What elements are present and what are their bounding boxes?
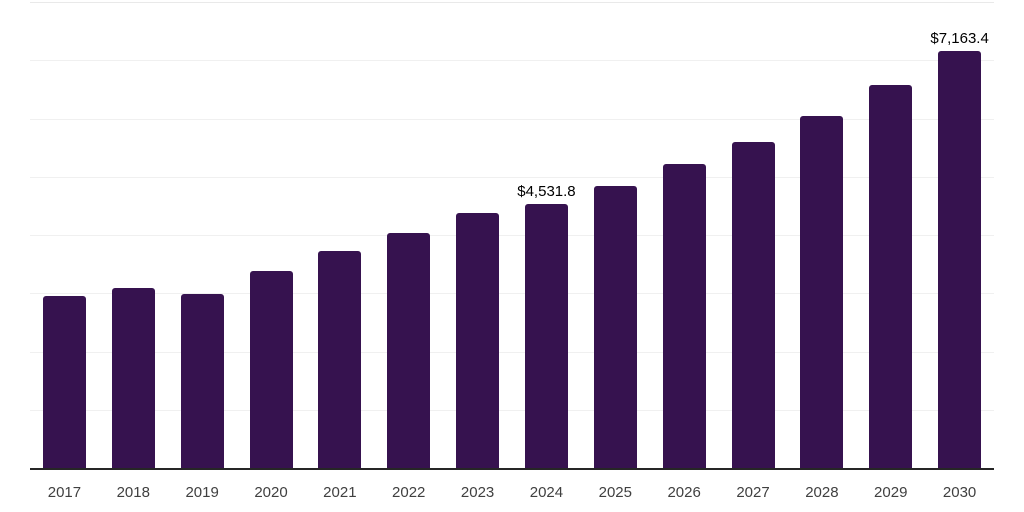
bar-group-2030: $7,163.4 [925,2,994,468]
x-tick-2023: 2023 [460,484,495,501]
x-tick-2028: 2028 [805,484,839,501]
bar-group-2029 [856,2,925,468]
bar-group-2027 [719,2,788,468]
bar-group-2028 [787,2,856,468]
gridline [30,60,994,62]
bar-group-2018 [99,2,168,468]
bar-2024 [524,204,568,468]
bar-2018 [111,288,155,468]
x-tick-2027: 2027 [736,484,770,501]
bar-group-2024: $4,531.8 [512,2,581,468]
bar-group-2025 [581,2,650,468]
gridline [30,351,994,353]
gridline [30,409,994,411]
bar-group-2017 [30,2,99,468]
bar-2028 [800,115,844,468]
data-label-2030: $7,163.4 [930,29,989,47]
gridline [30,176,994,178]
bar-2020 [249,271,293,468]
bar-group-2026 [650,2,719,468]
x-axis-line [30,468,994,470]
x-tick-2018: 2018 [116,484,150,501]
bar-2027 [731,141,775,468]
bar-2026 [662,164,706,468]
x-tick-2025: 2025 [598,484,632,501]
bar-2030 [938,50,982,468]
x-tick-2017: 2017 [47,484,82,501]
x-tick-2029: 2029 [874,484,908,501]
plot-area: $4,531.8 $7,163.4 [30,2,994,470]
x-tick-2020: 2020 [254,484,288,501]
gridline [30,2,994,3]
x-tick-2024: 2024 [529,484,564,501]
gridline [30,235,994,236]
bar-2023 [456,213,500,468]
bar-2022 [387,232,431,468]
data-label-2024: $4,531.8 [517,183,576,201]
x-tick-2026: 2026 [667,484,701,501]
x-tick-2019: 2019 [185,484,219,501]
x-tick-2021: 2021 [323,484,357,501]
bar-group-2019 [168,2,237,468]
bar-series: $4,531.8 $7,163.4 [30,2,994,468]
bar-2025 [593,186,637,468]
bar-2019 [180,294,224,468]
bar-2029 [869,84,913,468]
x-tick-2022: 2022 [392,484,426,501]
x-axis-tick-labels: 2017 2018 2019 2020 2021 2022 2023 2024 2025 2026… [30,482,994,503]
bar-group-2023 [443,2,512,468]
bar-2021 [318,251,362,468]
bar-group-2020 [237,2,306,468]
x-tick-2030: 2030 [942,484,977,501]
gridline [30,118,994,120]
bar-2017 [42,296,86,468]
bar-group-2021 [305,2,374,468]
gridline [30,293,994,295]
bar-group-2022 [374,2,443,468]
